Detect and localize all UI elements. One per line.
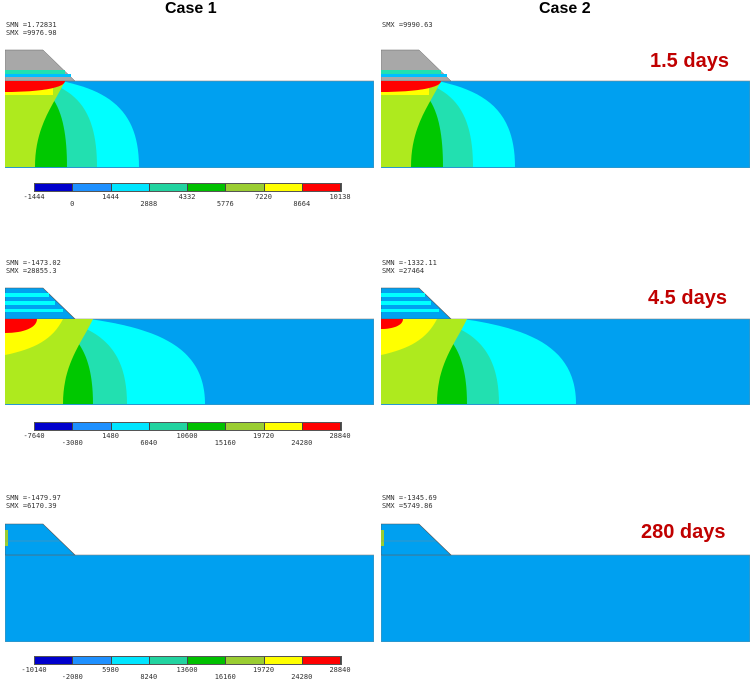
contour-plot-case1-row1 [4,47,375,169]
legend-tick-label: -7640 [23,432,45,440]
contour-band-red [381,319,403,329]
legend-swatch [73,423,112,430]
legend-color-bar [34,656,342,665]
smx-value: SMX =5749.86 [382,502,433,510]
legend-swatch [188,184,227,191]
smn-value: SMN =-1345.69 [382,494,437,502]
legend-swatch [149,657,188,664]
contour-band-red [5,81,65,92]
legend-swatch [35,423,74,430]
legend-tick-label: 7220 [255,193,272,201]
case1-header: Case 1 [165,0,217,17]
legend-tick-label: 1480 [102,432,119,440]
smx-value: SMX =28855.3 [6,267,57,275]
legend-tick-label: -1444 [23,193,45,201]
legend-tick-label: 1444 [102,193,119,201]
legend-swatch [226,184,265,191]
legend-swatch [111,423,150,430]
legend-swatch [35,657,74,664]
legend-tick-label: 28840 [329,666,351,674]
contour-svg [380,287,751,406]
legend-swatch [73,657,112,664]
contour-svg [4,49,375,169]
legend-swatch [302,657,341,664]
smx-value: SMX =9990.63 [382,21,433,29]
legend-tick-label: 4332 [178,193,196,201]
legend-tick-label: 19720 [252,666,275,674]
smn-value: SMN =-1332.11 [382,259,437,267]
legend-tick-label: 15160 [214,439,236,447]
legend-tick-label: 5776 [216,200,234,208]
contour-svg [4,287,375,406]
legend-tick-label: 10138 [329,193,351,201]
contour-plot-case2-row3 [380,521,751,643]
day-label-row-1: 1.5 days [650,50,729,72]
contour-svg [380,49,751,169]
color-legend-row3: -10140 5980 13600 19720 28840 -2080 8240 16160 2… [0,656,380,684]
smn-value: SMN =-1479.97 [6,494,61,502]
smn-value: SMN =1.72831 [6,21,57,29]
legend-swatch [111,657,150,664]
contour-svg [380,523,751,643]
legend-tick-label: 10600 [176,432,198,440]
legend-tick-label: 24280 [291,439,313,447]
contour-band-red [5,319,37,333]
legend-tick-label: 2888 [140,200,158,208]
case2-header: Case 2 [539,0,591,17]
legend-tick-label: 6040 [140,439,158,447]
smx-value: SMX =9976.98 [6,29,57,37]
ground-domain [4,554,375,643]
legend-tick-label: -10140 [21,666,47,674]
contour-band-lime [5,81,65,167]
legend-tick-label: 8240 [140,673,158,681]
contour-plot-case2-row1 [380,47,751,169]
day-label-row-2: 4.5 days [648,287,727,309]
legend-tick-label: 16160 [214,673,236,681]
legend-tick-label: 0 [70,200,75,208]
legend-tick-label: 5980 [102,666,119,674]
embankment [4,523,76,556]
smx-value: SMX =27464 [382,267,425,275]
contour-plot-case1-row3 [4,521,375,643]
embankment [380,523,452,556]
contour-band-lime [381,81,441,167]
legend-swatch [264,184,303,191]
legend-swatch [226,657,265,664]
legend-swatch [188,423,227,430]
ground-domain [380,554,751,643]
legend-swatch [264,423,303,430]
day-label-row-3: 280 days [641,521,726,543]
legend-color-bar [34,183,342,192]
legend-swatch [302,423,341,430]
legend-swatch [149,184,188,191]
legend-tick-label: -3080 [61,439,83,447]
legend-tick-label: 28840 [329,432,351,440]
color-legend-row1: -1444 1444 4332 7220 10138 0 2888 5776 8664 [0,183,380,211]
legend-tick-label: 19720 [252,432,275,440]
legend-tick-label: 24280 [291,673,313,681]
legend-swatch [73,184,112,191]
smn-value: SMN =-1473.02 [6,259,61,267]
smx-value: SMX =6170.39 [6,502,57,510]
legend-tick-label: 8664 [293,200,311,208]
legend-swatch [226,423,265,430]
legend-tick-label: -2080 [61,673,83,681]
legend-swatch [111,184,150,191]
legend-swatch [302,184,341,191]
legend-swatch [188,657,227,664]
legend-swatch [35,184,74,191]
contour-band-yellow [381,319,437,355]
legend-tick-label: 13600 [176,666,198,674]
contour-plot-case2-row2 [380,285,751,406]
legend-color-bar [34,422,342,431]
contour-plot-case1-row2 [4,285,375,406]
color-legend-row2: -7640 1480 10600 19720 28840 -3080 6040 15160 24… [0,422,380,450]
contour-svg [4,523,375,643]
legend-swatch [264,657,303,664]
contour-band-red [381,81,441,92]
legend-swatch [149,423,188,430]
